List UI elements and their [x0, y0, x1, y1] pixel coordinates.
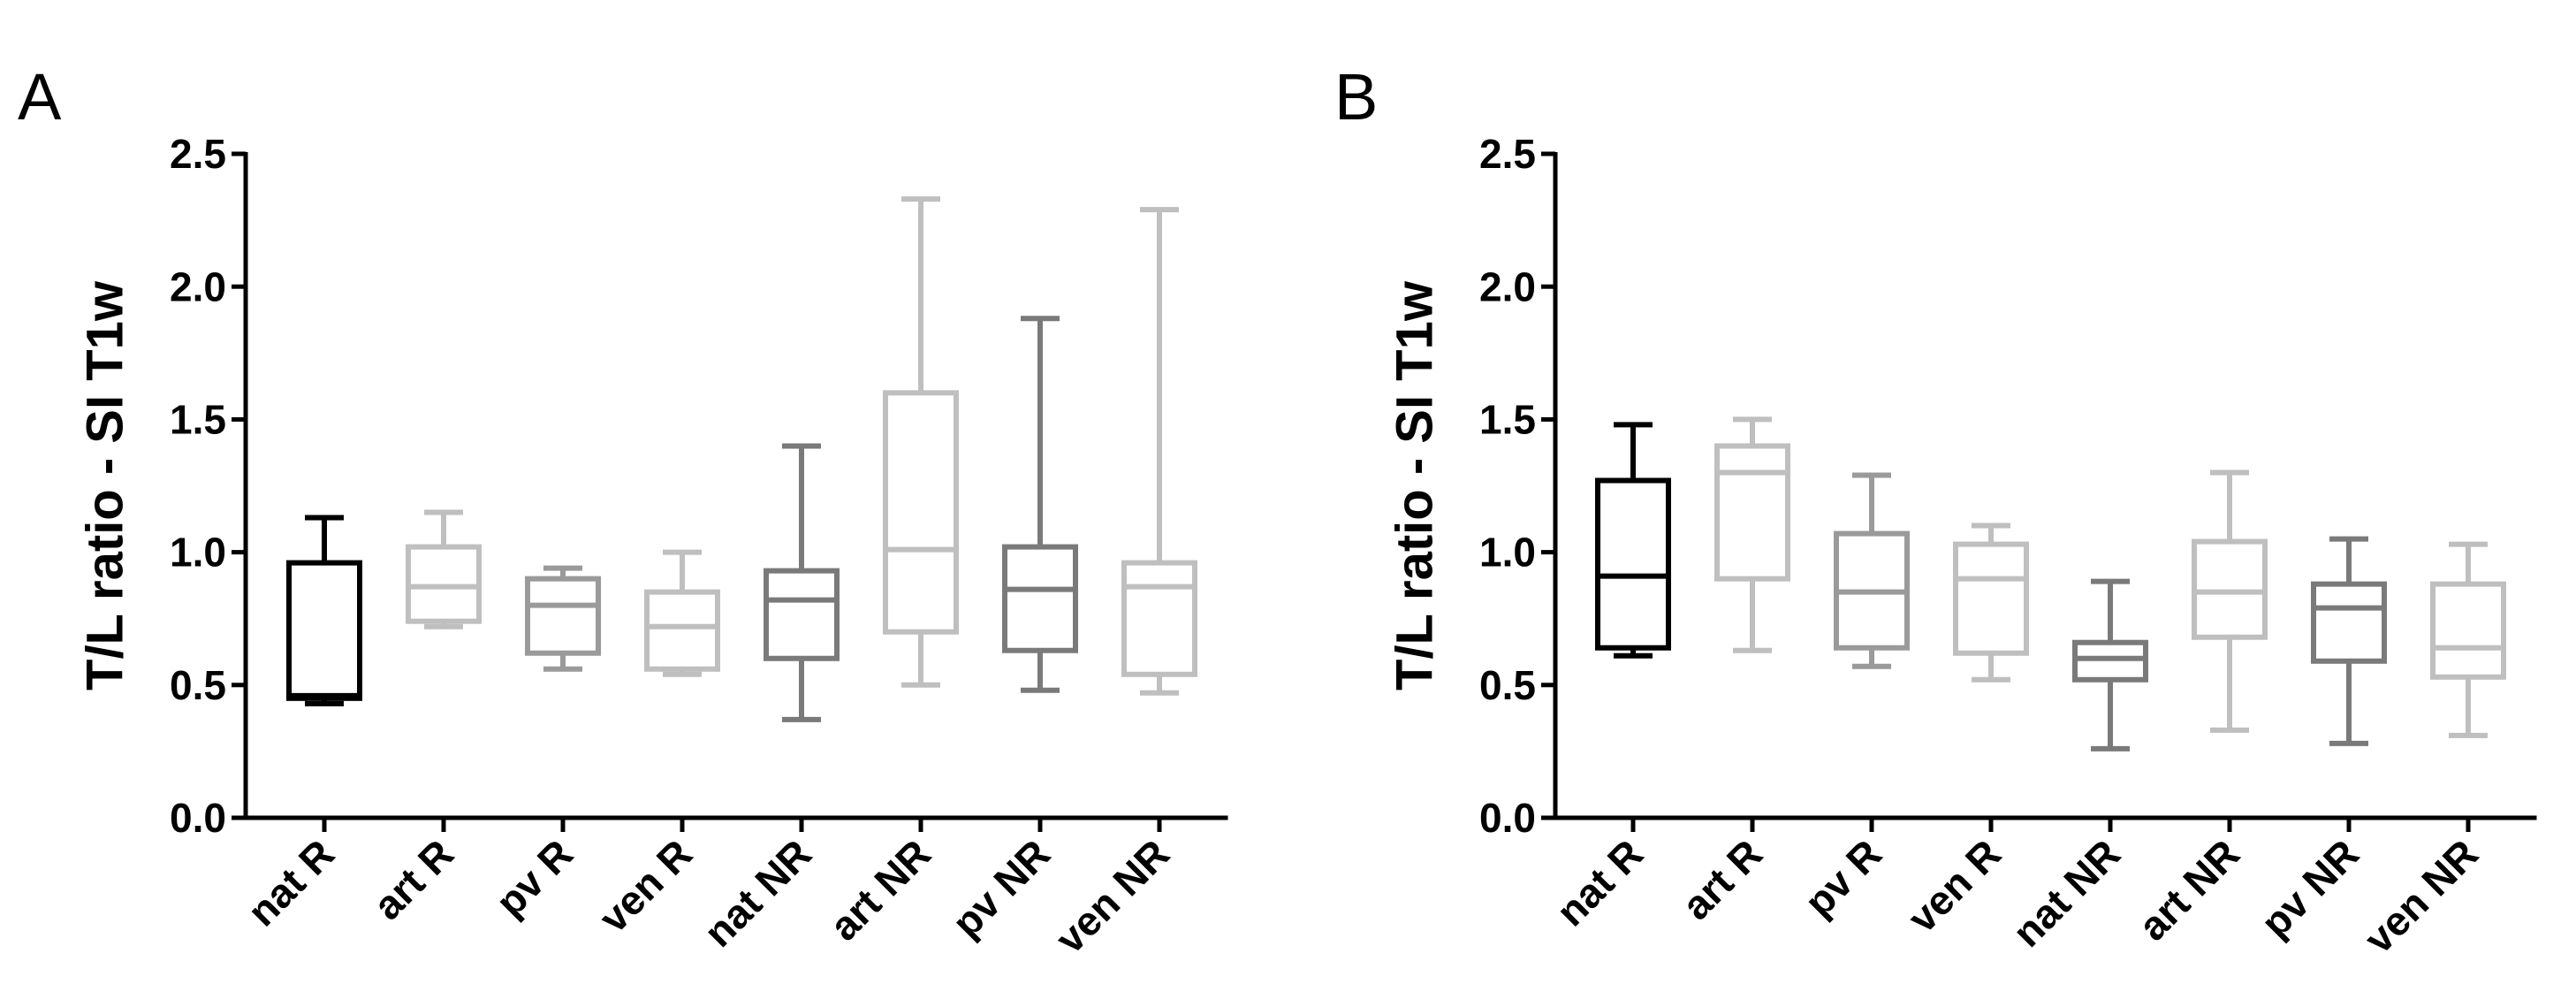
y-tick-label: 2.0 [1479, 263, 1536, 309]
category-label: ven NR [2355, 830, 2487, 962]
panel-b: B T/L ratio - SI T1w 0.0 0.5 1.0 1.5 2.0 2.5 nat… [1334, 60, 2537, 962]
box-ven-nr [1121, 207, 1197, 696]
y-tick-label: 2.5 [170, 131, 226, 177]
box-art-nr [883, 196, 959, 688]
category-label: art R [364, 830, 462, 928]
y-tick-label: 0.5 [170, 662, 226, 708]
category-label: nat R [239, 830, 343, 935]
box-pv-r [1834, 472, 1910, 669]
box-iqr [525, 576, 601, 656]
category-label: pv NR [2252, 830, 2367, 946]
category-label: nat R [1547, 830, 1652, 935]
box-nat-nr [764, 443, 840, 722]
box-pv-r [525, 565, 601, 672]
y-tick-label: 0.5 [1479, 662, 1536, 708]
box-iqr [764, 568, 840, 661]
panel-letter: B [1334, 60, 1378, 134]
box-ven-nr [2430, 541, 2506, 738]
y-tick-label: 1.5 [1479, 397, 1536, 443]
y-tick-label: 1.5 [170, 397, 226, 443]
y-tick-label: 2.5 [1479, 131, 1536, 177]
box-iqr [2430, 581, 2506, 680]
box-iqr [644, 589, 720, 672]
y-axis-label: T/L ratio - SI T1w [1386, 280, 1443, 690]
box-iqr [1002, 544, 1078, 653]
category-label: art NR [2130, 830, 2248, 949]
y-tick-label: 1.0 [170, 530, 226, 576]
y-tick-label: 1.0 [1479, 530, 1536, 576]
box-iqr [1714, 443, 1790, 582]
category-label: ven R [590, 830, 701, 941]
category-label: ven R [1899, 830, 2010, 941]
y-tick-label: 0.0 [1479, 795, 1536, 841]
box-iqr [883, 390, 959, 635]
box-iqr [406, 544, 482, 624]
category-label: pv R [487, 830, 581, 925]
box-art-nr [2192, 469, 2268, 733]
box-pv-nr [1002, 316, 1078, 693]
panel-letter: A [18, 60, 62, 134]
box-iqr [1595, 477, 1671, 651]
box-ven-r [1953, 523, 2029, 683]
category-label: pv R [1796, 830, 1890, 925]
y-axis-label: T/L ratio - SI T1w [76, 280, 133, 690]
box-art-r [1714, 416, 1790, 653]
panel-a: A T/L ratio - SI T1w 0.0 0.5 1.0 1.5 2.0 2.5 nat… [18, 60, 1228, 962]
box-nat-r [286, 515, 362, 706]
box-iqr [286, 560, 362, 701]
box-nat-r [1595, 422, 1671, 659]
category-label: ven NR [1046, 830, 1178, 962]
box-iqr [2311, 581, 2387, 664]
category-label: nat NR [695, 830, 820, 956]
category-label: pv NR [943, 830, 1059, 946]
box-iqr [1953, 541, 2029, 656]
category-label: nat NR [2003, 830, 2129, 956]
box-iqr [2072, 639, 2148, 683]
box-iqr [2192, 538, 2268, 640]
y-tick-label: 0.0 [170, 795, 226, 841]
box-art-r [406, 509, 482, 629]
box-pv-nr [2311, 536, 2387, 746]
box-ven-r [644, 549, 720, 677]
category-label: art NR [821, 830, 939, 949]
box-nat-nr [2072, 578, 2148, 751]
category-label: art R [1673, 830, 1771, 928]
box-iqr [1121, 560, 1197, 677]
y-tick-label: 2.0 [170, 263, 226, 309]
